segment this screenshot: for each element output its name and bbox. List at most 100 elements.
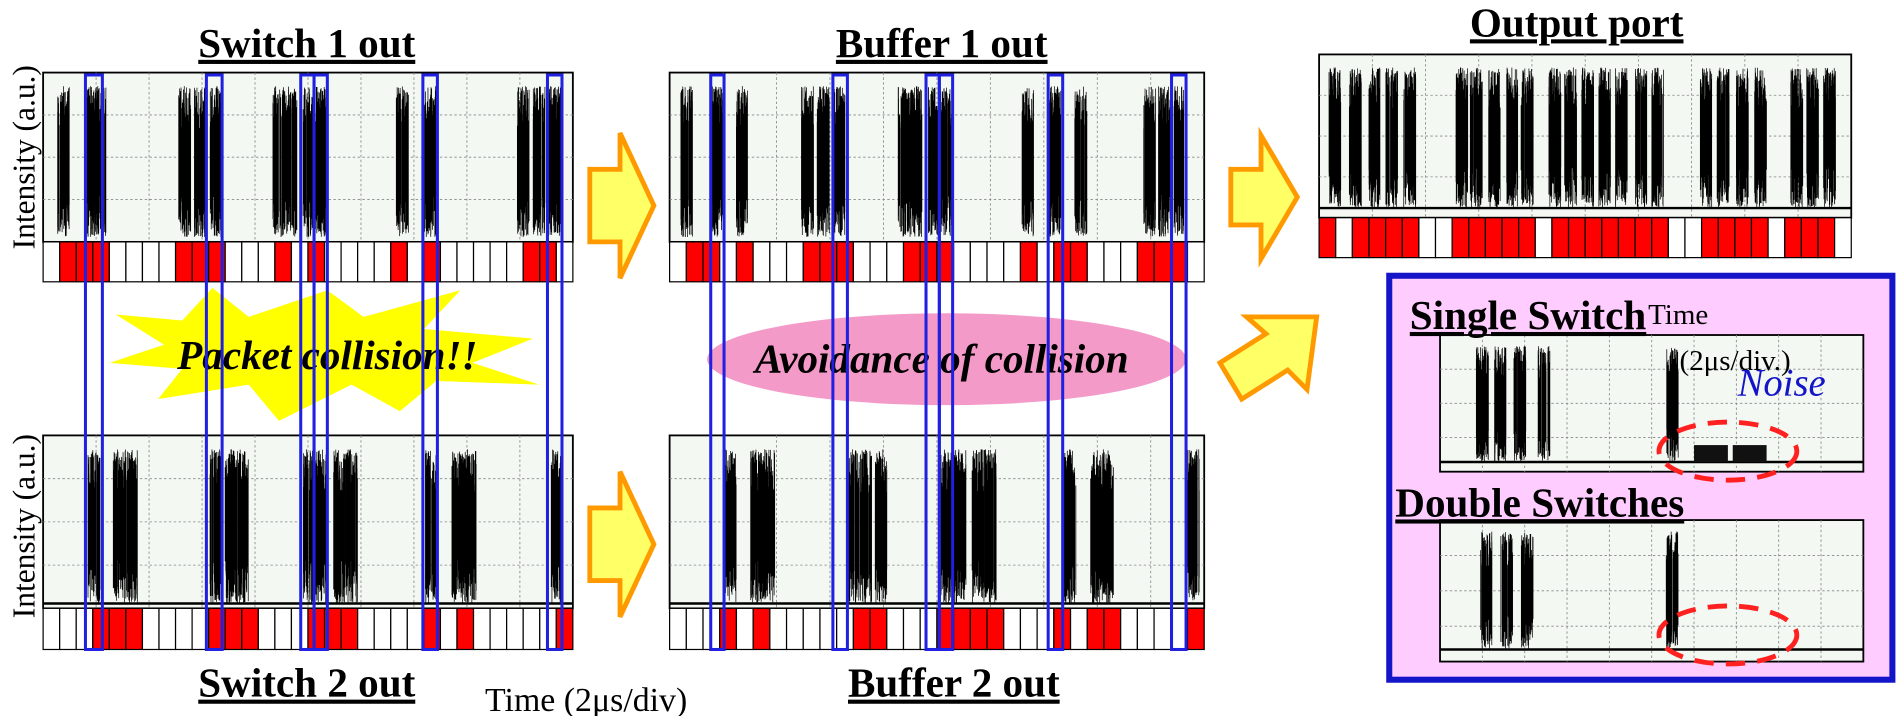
arrow bbox=[1231, 135, 1298, 258]
time-slot bbox=[787, 242, 804, 282]
time-slot bbox=[556, 608, 573, 649]
noise-label: Noise bbox=[1737, 362, 1826, 404]
noise bbox=[1733, 445, 1767, 462]
time-slot bbox=[920, 608, 937, 649]
time-slot bbox=[1718, 218, 1735, 258]
y-axis-label: Intensity (a.u.) bbox=[7, 434, 42, 618]
packet bbox=[875, 449, 887, 603]
time-slot bbox=[770, 608, 787, 649]
packet bbox=[315, 450, 327, 603]
time-slot bbox=[258, 242, 275, 282]
packet bbox=[1791, 68, 1803, 207]
time-slot bbox=[1020, 242, 1037, 282]
time-slot bbox=[1104, 242, 1121, 282]
time-slot bbox=[1004, 242, 1021, 282]
page: {"panels": {"switch1": "Switch 1 out", "… bbox=[0, 0, 1898, 716]
time-slot bbox=[1187, 242, 1204, 282]
time-slot bbox=[457, 608, 474, 649]
time-slot bbox=[1137, 242, 1154, 282]
packet bbox=[396, 86, 408, 236]
panel-title: Output port bbox=[1470, 0, 1684, 45]
packet bbox=[985, 449, 997, 602]
time-slot bbox=[142, 242, 159, 282]
time-slot bbox=[474, 608, 491, 649]
time-slot bbox=[1154, 608, 1171, 649]
packet bbox=[1507, 68, 1518, 208]
packet bbox=[1565, 67, 1577, 207]
packet bbox=[1489, 69, 1500, 208]
time-slot bbox=[474, 242, 491, 282]
time-slot bbox=[374, 242, 391, 282]
packet bbox=[1476, 347, 1488, 462]
time-slot bbox=[853, 242, 870, 282]
time-slot bbox=[440, 608, 457, 649]
packet bbox=[1582, 68, 1594, 207]
packet bbox=[1470, 68, 1482, 208]
time-slot bbox=[126, 608, 143, 649]
time-slot bbox=[490, 242, 507, 282]
time-slot bbox=[1768, 218, 1785, 258]
packet bbox=[464, 449, 476, 603]
time-slot bbox=[109, 242, 126, 282]
packet bbox=[452, 452, 464, 604]
packet bbox=[940, 450, 952, 604]
packet bbox=[847, 449, 859, 603]
packet bbox=[533, 86, 545, 235]
time-slot bbox=[176, 608, 193, 649]
time-slot bbox=[853, 608, 870, 649]
time-slot bbox=[1402, 218, 1419, 258]
time-slot bbox=[1020, 608, 1037, 649]
time-slot bbox=[1552, 218, 1569, 258]
time-slot bbox=[903, 608, 920, 649]
time-slot bbox=[1436, 218, 1453, 258]
packet bbox=[1349, 68, 1361, 208]
time-slot bbox=[1485, 218, 1502, 258]
time-slot bbox=[1685, 218, 1702, 258]
panel-title: Buffer 1 out bbox=[836, 20, 1048, 66]
time-slot bbox=[870, 242, 887, 282]
packet bbox=[210, 86, 222, 237]
time-slot bbox=[1104, 608, 1121, 649]
time-slot bbox=[1004, 608, 1021, 649]
time-slot bbox=[341, 608, 358, 649]
figure: Packet collision!! Avoidance of collisio… bbox=[0, 0, 1898, 716]
time-slot bbox=[1087, 608, 1104, 649]
packet bbox=[1158, 86, 1170, 236]
time-slot bbox=[720, 608, 737, 649]
time-slot bbox=[970, 608, 987, 649]
time-slot bbox=[1535, 218, 1552, 258]
packet bbox=[179, 86, 191, 237]
time-slot bbox=[523, 242, 540, 282]
time-slot bbox=[753, 608, 770, 649]
time-slot bbox=[1702, 218, 1719, 258]
time-slot bbox=[507, 242, 524, 282]
packet bbox=[315, 87, 326, 237]
time-slot bbox=[1652, 218, 1669, 258]
panel-title: Switch 1 out bbox=[198, 20, 415, 66]
time-slot bbox=[391, 242, 408, 282]
time-slot bbox=[1751, 218, 1768, 258]
packet bbox=[94, 87, 106, 236]
packet bbox=[334, 450, 345, 604]
time-slot bbox=[954, 242, 971, 282]
time-slot bbox=[987, 242, 1004, 282]
time-slot bbox=[920, 242, 937, 282]
packet bbox=[1329, 67, 1341, 206]
time-slot bbox=[670, 608, 687, 649]
time-slot bbox=[753, 242, 770, 282]
time-slot bbox=[275, 242, 292, 282]
time-slot bbox=[159, 242, 176, 282]
time-slot bbox=[1037, 242, 1054, 282]
packet bbox=[1022, 88, 1033, 236]
packet bbox=[711, 86, 723, 236]
panel-title: Buffer 2 out bbox=[848, 660, 1060, 706]
packet bbox=[1091, 451, 1103, 604]
time-slot bbox=[1519, 218, 1536, 258]
packet bbox=[751, 450, 763, 603]
time-slot bbox=[1585, 218, 1602, 258]
time-slot bbox=[1602, 218, 1619, 258]
time-slot bbox=[275, 608, 292, 649]
time-slot bbox=[1735, 218, 1752, 258]
time-slot bbox=[258, 608, 275, 649]
time-slot bbox=[507, 608, 524, 649]
